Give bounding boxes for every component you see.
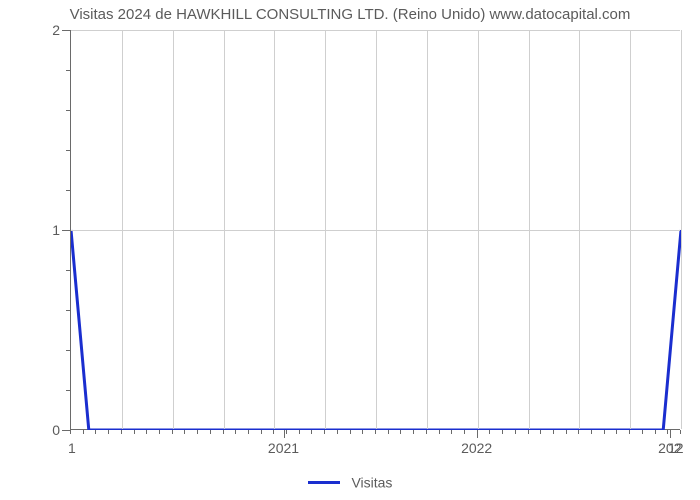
x-axis-right-label: 12: [668, 440, 684, 456]
grid-line-vertical: [681, 30, 682, 429]
x-minor-tick: [184, 430, 185, 434]
y-minor-tick: [66, 390, 70, 391]
legend-label: Visitas: [351, 474, 392, 490]
grid-line-horizontal: [71, 230, 680, 231]
chart-title: Visitas 2024 de HAWKHILL CONSULTING LTD.…: [0, 6, 700, 23]
x-minor-tick: [95, 430, 96, 434]
x-minor-tick: [502, 430, 503, 434]
y-tick: [62, 430, 70, 431]
x-minor-tick: [337, 430, 338, 434]
x-minor-tick: [578, 430, 579, 434]
x-minor-tick: [515, 430, 516, 434]
x-minor-tick: [667, 430, 668, 434]
x-minor-tick: [121, 430, 122, 434]
y-minor-tick: [66, 150, 70, 151]
x-minor-tick: [299, 430, 300, 434]
y-tick-label: 1: [40, 222, 60, 238]
x-minor-tick: [489, 430, 490, 434]
x-minor-tick: [108, 430, 109, 434]
x-minor-tick: [388, 430, 389, 434]
x-minor-tick: [680, 430, 681, 434]
y-tick: [62, 230, 70, 231]
x-minor-tick: [159, 430, 160, 434]
x-minor-tick: [566, 430, 567, 434]
x-minor-tick: [273, 430, 274, 434]
y-minor-tick: [66, 310, 70, 311]
y-minor-tick: [66, 110, 70, 111]
x-minor-tick: [553, 430, 554, 434]
x-minor-tick: [197, 430, 198, 434]
x-tick-label: 2021: [268, 440, 299, 456]
x-minor-tick: [604, 430, 605, 434]
x-minor-tick: [400, 430, 401, 434]
x-minor-tick: [248, 430, 249, 434]
grid-line-horizontal: [71, 30, 680, 31]
x-minor-tick: [540, 430, 541, 434]
y-tick-label: 2: [40, 22, 60, 38]
x-minor-tick: [172, 430, 173, 434]
x-tick-label: 2022: [461, 440, 492, 456]
x-minor-tick: [350, 430, 351, 434]
x-tick: [284, 430, 285, 438]
x-minor-tick: [223, 430, 224, 434]
x-axis-left-label: 1: [68, 440, 76, 456]
x-minor-tick: [261, 430, 262, 434]
x-minor-tick: [362, 430, 363, 434]
x-minor-tick: [439, 430, 440, 434]
chart-container: Visitas 2024 de HAWKHILL CONSULTING LTD.…: [0, 0, 700, 500]
x-tick: [670, 430, 671, 438]
x-minor-tick: [413, 430, 414, 434]
legend-swatch: [308, 481, 340, 484]
x-minor-tick: [311, 430, 312, 434]
x-minor-tick: [616, 430, 617, 434]
x-minor-tick: [629, 430, 630, 434]
x-minor-tick: [655, 430, 656, 434]
y-minor-tick: [66, 270, 70, 271]
y-minor-tick: [66, 350, 70, 351]
y-tick: [62, 30, 70, 31]
y-minor-tick: [66, 190, 70, 191]
x-minor-tick: [146, 430, 147, 434]
x-minor-tick: [591, 430, 592, 434]
x-minor-tick: [375, 430, 376, 434]
x-minor-tick: [134, 430, 135, 434]
x-minor-tick: [286, 430, 287, 434]
x-minor-tick: [528, 430, 529, 434]
x-minor-tick: [451, 430, 452, 434]
legend: Visitas: [0, 473, 700, 490]
x-minor-tick: [642, 430, 643, 434]
x-minor-tick: [426, 430, 427, 434]
x-minor-tick: [324, 430, 325, 434]
x-minor-tick: [235, 430, 236, 434]
x-minor-tick: [210, 430, 211, 434]
x-minor-tick: [70, 430, 71, 434]
x-minor-tick: [83, 430, 84, 434]
y-minor-tick: [66, 70, 70, 71]
x-minor-tick: [464, 430, 465, 434]
y-tick-label: 0: [40, 422, 60, 438]
x-tick: [477, 430, 478, 438]
plot-area: [70, 30, 680, 430]
